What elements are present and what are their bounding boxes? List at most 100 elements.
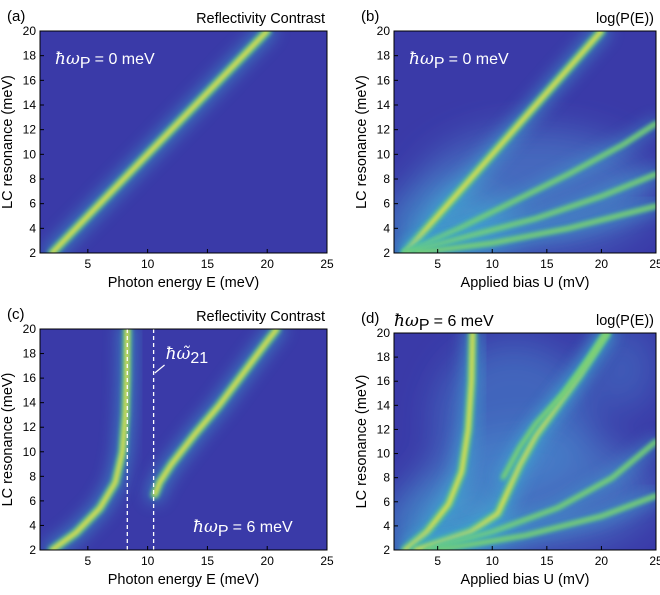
y-tick-label: 12	[23, 123, 37, 137]
plot-frame	[39, 328, 328, 551]
ridge-branch	[400, 118, 656, 253]
y-tick-label: 4	[383, 519, 390, 533]
x-tick-label: 5	[434, 257, 441, 271]
panel-label: (b)	[361, 8, 379, 25]
x-tick-label: 15	[201, 554, 215, 568]
plot-frame	[393, 30, 657, 254]
y-tick-label: 8	[383, 471, 390, 485]
y-tick-label: 14	[23, 396, 37, 410]
x-tick-label: 5	[434, 554, 441, 568]
ridge-branch	[44, 31, 276, 253]
y-axis-label: LC resonance (meV)	[354, 375, 370, 509]
y-tick-label: 18	[377, 350, 391, 364]
y-tick-label: 20	[377, 326, 391, 340]
y-tick-label: 18	[23, 49, 37, 63]
y-tick-label: 6	[29, 494, 36, 508]
panel-label: (c)	[7, 306, 25, 323]
x-tick-label: 15	[201, 257, 215, 271]
x-tick-label: 10	[141, 257, 155, 271]
y-tick-label: 20	[23, 322, 37, 336]
y-tick-label: 16	[377, 374, 391, 388]
y-tick-label: 2	[383, 246, 390, 260]
omega-p-annotation: ħωP = 0 meV	[409, 49, 509, 72]
panel-b: 5 10 15 20 25 2 4 6 8 10 12 14 16 18 20 Applied bias U …	[354, 8, 660, 291]
x-tick-label: 10	[486, 257, 500, 271]
x-tick-label: 20	[595, 257, 609, 271]
y-tick-label: 12	[377, 123, 391, 137]
y-tick-label: 6	[383, 495, 390, 509]
x-tick-label: 25	[320, 257, 334, 271]
ridge-branch	[400, 169, 656, 253]
x-tick-label: 10	[486, 554, 500, 568]
x-tick-label: 15	[540, 257, 554, 271]
y-tick-label: 8	[383, 172, 390, 186]
y-tick-label: 10	[23, 147, 37, 161]
x-tick-label: 25	[320, 554, 334, 568]
y-axis-label: LC resonance (meV)	[0, 75, 16, 209]
x-axis-label: Photon energy E (meV)	[108, 275, 260, 291]
omega-p-annotation: ħωP = 0 meV	[55, 49, 155, 72]
y-tick-label: 2	[29, 543, 36, 557]
transition-arrow	[154, 364, 165, 374]
plot-frame	[39, 30, 328, 254]
ridge-branch	[146, 329, 285, 503]
x-tick-label: 25	[649, 257, 660, 271]
y-tick-label: 12	[377, 422, 391, 436]
y-tick-label: 16	[23, 73, 37, 87]
y-tick-label: 16	[377, 73, 391, 87]
y-tick-label: 2	[29, 246, 36, 260]
omega-p-annotation: ħωP = 6 meV	[193, 517, 293, 540]
panel-title: Reflectivity Contrast	[196, 309, 325, 325]
ridge-branch	[44, 329, 136, 550]
y-tick-label: 18	[377, 49, 391, 63]
panel-d: 5 10 15 20 25 2 4 6 8 10 12 14 16 18 20 Applied bias U …	[354, 310, 660, 588]
transition-label: ħω̃21	[166, 344, 209, 367]
x-tick-label: 10	[141, 554, 155, 568]
ridge-branch	[432, 491, 656, 550]
ridge-branch	[422, 436, 656, 550]
y-tick-label: 20	[377, 24, 391, 38]
plot-frame	[393, 332, 657, 551]
x-tick-label: 5	[84, 257, 91, 271]
y-tick-label: 8	[29, 469, 36, 483]
x-tick-label: 15	[540, 554, 554, 568]
ridge-branch	[411, 201, 656, 253]
ridge-branch	[498, 333, 612, 483]
y-tick-label: 10	[23, 445, 37, 459]
y-axis-label: LC resonance (meV)	[354, 75, 370, 209]
panel-title: log(P(E))	[596, 313, 654, 329]
y-tick-label: 14	[377, 98, 391, 112]
ridge-branch	[396, 31, 610, 253]
x-tick-label: 25	[649, 554, 660, 568]
y-tick-label: 4	[29, 221, 36, 235]
y-tick-label: 12	[23, 420, 37, 434]
ridge-branch	[396, 333, 481, 550]
y-tick-label: 18	[23, 347, 37, 361]
y-tick-label: 6	[383, 197, 390, 211]
x-axis-label: Applied bias U (mV)	[461, 572, 590, 588]
omega-p-annotation: ħωP = 6 meV	[394, 311, 494, 334]
panel-label: (a)	[7, 8, 25, 25]
y-tick-label: 10	[377, 447, 391, 461]
y-tick-label: 16	[23, 371, 37, 385]
x-tick-label: 20	[261, 257, 275, 271]
y-tick-label: 6	[29, 197, 36, 211]
x-tick-label: 20	[595, 554, 609, 568]
y-tick-label: 20	[23, 24, 37, 38]
y-tick-label: 14	[377, 398, 391, 412]
y-tick-label: 4	[383, 221, 390, 235]
panel-title: Reflectivity Contrast	[196, 11, 325, 27]
y-axis-label: LC resonance (meV)	[0, 373, 16, 507]
y-tick-label: 8	[29, 172, 36, 186]
y-tick-label: 4	[29, 518, 36, 532]
x-tick-label: 20	[261, 554, 275, 568]
y-tick-label: 10	[377, 147, 391, 161]
y-tick-label: 14	[23, 98, 37, 112]
panel-label: (d)	[361, 310, 379, 327]
x-tick-label: 5	[84, 554, 91, 568]
x-axis-label: Applied bias U (mV)	[461, 275, 590, 291]
panel-title: log(P(E))	[596, 11, 654, 27]
x-axis-label: Photon energy E (meV)	[108, 572, 260, 588]
